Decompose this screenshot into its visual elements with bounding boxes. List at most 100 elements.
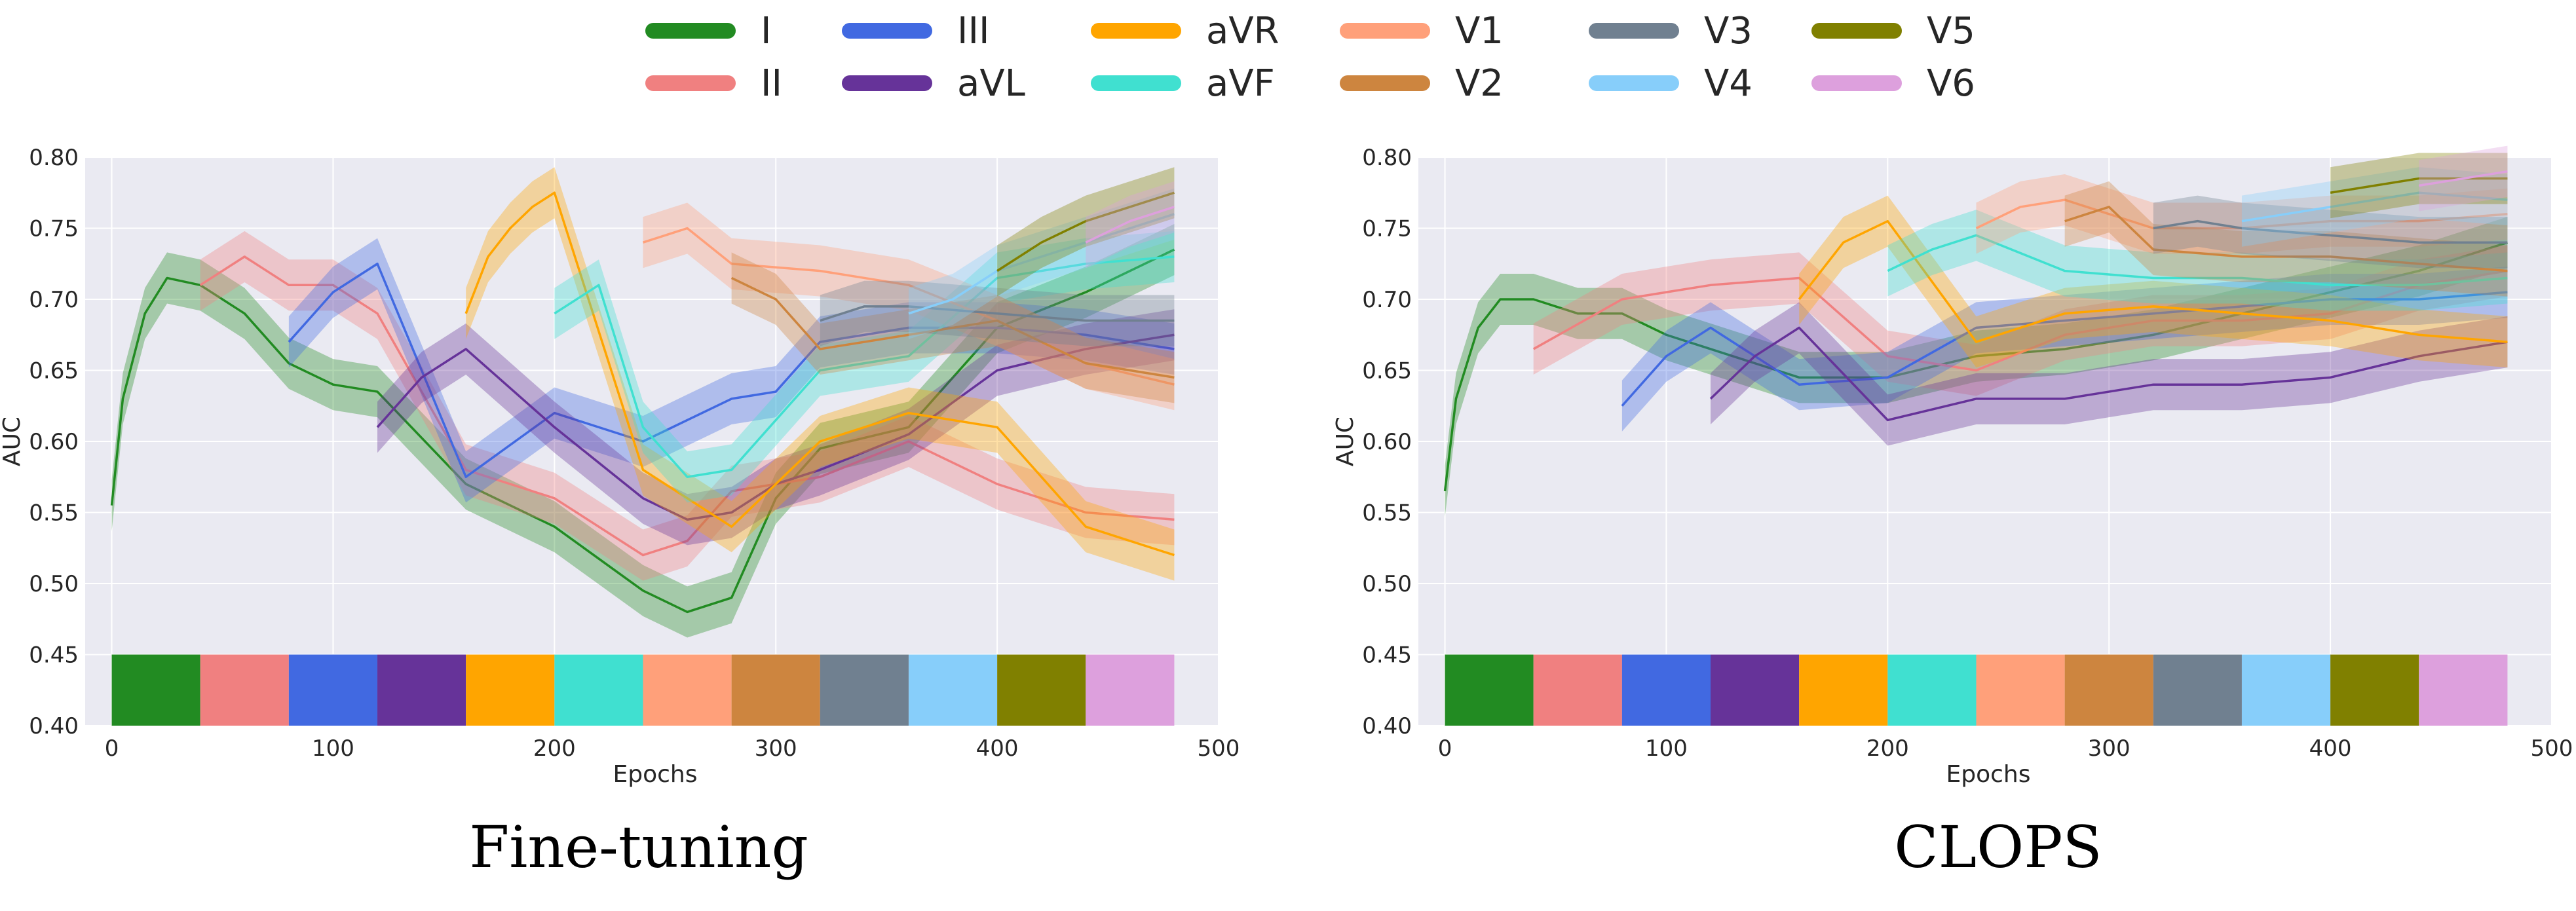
x-tick-label: 100 bbox=[312, 735, 354, 762]
legend-label: V5 bbox=[1927, 9, 1975, 52]
series-line bbox=[2418, 170, 2508, 187]
task-block bbox=[820, 654, 909, 726]
series-line bbox=[730, 276, 1175, 379]
legend-item: V3 bbox=[1589, 8, 1752, 54]
task-block bbox=[466, 654, 555, 726]
series-line bbox=[110, 248, 1175, 614]
task-block bbox=[643, 654, 732, 726]
legend-swatch bbox=[1811, 75, 1902, 91]
series-band bbox=[2153, 195, 2508, 269]
y-tick-label: 0.70 bbox=[29, 287, 79, 313]
legend-item: V2 bbox=[1340, 60, 1504, 106]
y-tick-label: 0.55 bbox=[1362, 500, 1412, 527]
series-line bbox=[1887, 234, 2508, 287]
legend-swatch bbox=[842, 75, 932, 91]
task-block bbox=[1533, 654, 1622, 726]
series-line bbox=[376, 333, 1175, 521]
series-line bbox=[1085, 206, 1175, 244]
legend-swatch bbox=[1811, 23, 1902, 39]
series-band bbox=[2241, 167, 2508, 247]
legend-swatch bbox=[1340, 23, 1430, 39]
y-tick-label: 0.50 bbox=[29, 571, 79, 597]
legend-label: V2 bbox=[1455, 62, 1504, 105]
legend-item: V1 bbox=[1340, 8, 1504, 54]
series-line bbox=[2064, 206, 2508, 272]
task-block bbox=[2419, 654, 2508, 726]
legend-item: aVF bbox=[1091, 60, 1275, 106]
task-block bbox=[111, 654, 200, 726]
legend-label: III bbox=[957, 9, 990, 52]
legend-item: V6 bbox=[1811, 60, 1975, 106]
series-line bbox=[1443, 241, 2508, 492]
series-band bbox=[1086, 181, 1175, 269]
x-tick-label: 300 bbox=[2088, 735, 2131, 762]
y-axis-label: AUC bbox=[0, 417, 26, 466]
legend-label: I bbox=[761, 9, 772, 52]
series-band bbox=[908, 188, 1175, 339]
series-line bbox=[2153, 219, 2508, 244]
series-band bbox=[1533, 245, 2508, 396]
chart-clops: 0 100 200 300 400 500 0.40 0.45 0.50 0.55 0.60 0.65… bbox=[1332, 145, 2573, 881]
series-band bbox=[466, 167, 1175, 581]
task-block bbox=[1621, 654, 1711, 726]
x-axis-label: Epochs bbox=[613, 761, 698, 788]
legend-label: aVR bbox=[1206, 9, 1279, 52]
y-tick-label: 0.70 bbox=[1362, 287, 1412, 313]
legend-label: V1 bbox=[1455, 9, 1504, 52]
x-tick-label: 0 bbox=[1438, 735, 1452, 762]
task-block bbox=[200, 654, 289, 726]
series-band bbox=[1976, 174, 2508, 254]
legend-label: II bbox=[761, 62, 783, 105]
y-tick-label: 0.60 bbox=[1362, 429, 1412, 455]
series-line bbox=[2241, 191, 2508, 223]
series-line bbox=[1621, 291, 2508, 407]
panel-title: CLOPS bbox=[1894, 813, 2102, 881]
y-tick-label: 0.45 bbox=[1362, 642, 1412, 669]
y-tick-label: 0.65 bbox=[1362, 358, 1412, 384]
legend-swatch bbox=[1091, 75, 1181, 91]
legend-swatch bbox=[645, 23, 736, 39]
series-line bbox=[1532, 269, 2508, 372]
series-line bbox=[288, 263, 1175, 478]
legend-item: I bbox=[645, 8, 772, 54]
series-line bbox=[1975, 198, 2508, 230]
y-tick-label: 0.80 bbox=[1362, 145, 1412, 171]
legend-swatch bbox=[842, 23, 932, 39]
x-tick-label: 300 bbox=[755, 735, 797, 762]
series-band bbox=[997, 167, 1175, 297]
task-block bbox=[554, 654, 643, 726]
x-tick-label: 200 bbox=[533, 735, 576, 762]
series-line bbox=[2330, 177, 2508, 194]
y-axis-label: AUC bbox=[1332, 417, 1359, 466]
legend-item: III bbox=[842, 8, 990, 54]
x-tick-label: 200 bbox=[1866, 735, 1909, 762]
legend-label: V4 bbox=[1704, 62, 1752, 105]
series-band bbox=[288, 238, 1175, 503]
y-tick-label: 0.75 bbox=[1362, 216, 1412, 242]
legend-item: aVL bbox=[842, 60, 1025, 106]
y-tick-label: 0.40 bbox=[29, 713, 79, 739]
series-line bbox=[996, 191, 1175, 272]
task-block bbox=[288, 654, 378, 726]
series-band bbox=[554, 231, 1175, 503]
task-block bbox=[908, 654, 998, 726]
chart-fine-tuning: 0 100 200 300 400 500 0.40 0.45 0.50 0.55 0.60 0.65… bbox=[0, 145, 1240, 881]
task-block bbox=[731, 654, 820, 726]
task-block bbox=[377, 654, 466, 726]
legend-item: aVR bbox=[1091, 8, 1279, 54]
series-line bbox=[199, 255, 1175, 557]
legend: I II III aVL aVR aVF V1 V2 V3 V4 V5 V6 bbox=[645, 8, 2021, 106]
y-tick-label: 0.40 bbox=[1362, 713, 1412, 739]
series-band bbox=[1445, 217, 2508, 517]
x-tick-label: 500 bbox=[2531, 735, 2573, 762]
legend-swatch bbox=[1589, 75, 1679, 91]
series-line bbox=[820, 305, 1175, 322]
series-band bbox=[377, 309, 1175, 546]
legend-swatch bbox=[645, 75, 736, 91]
task-block bbox=[1799, 654, 1888, 726]
series-band bbox=[1799, 195, 2508, 368]
task-block bbox=[997, 654, 1086, 726]
y-tick-label: 0.65 bbox=[29, 358, 79, 384]
x-tick-label: 500 bbox=[1198, 735, 1240, 762]
